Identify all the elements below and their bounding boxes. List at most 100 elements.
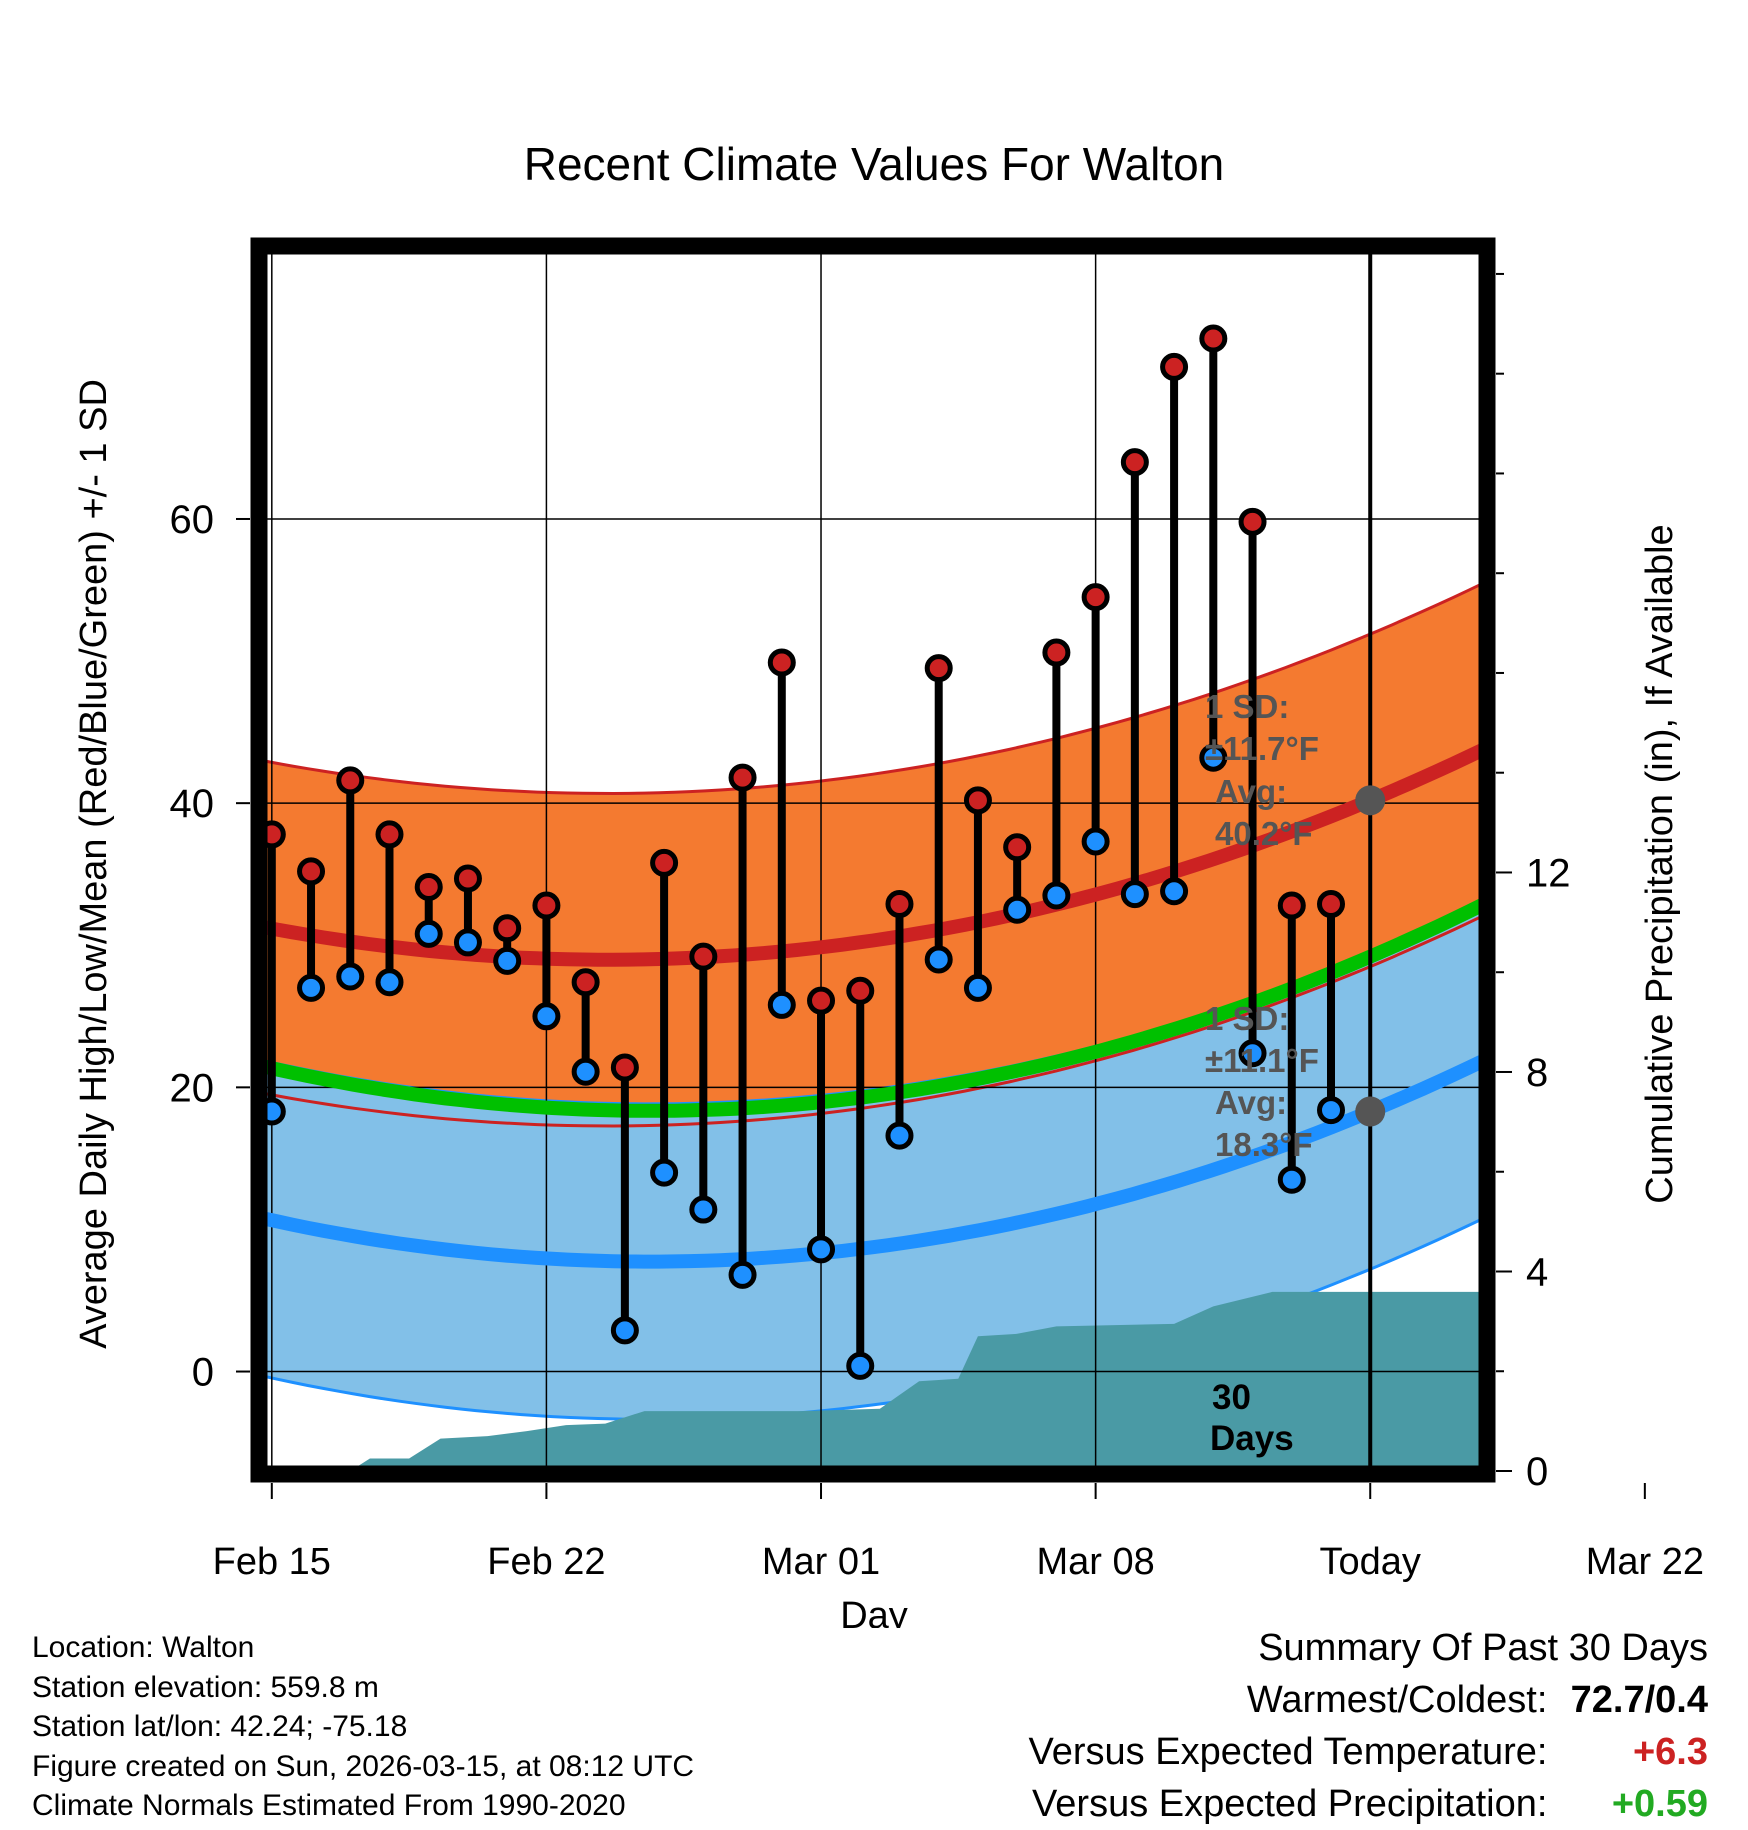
daily-high-point (1238, 507, 1267, 536)
y-tick-label: 40 (170, 782, 215, 826)
daily-low-point (1277, 1165, 1306, 1194)
daily-high-point (924, 654, 953, 683)
summary-title: Summary Of Past 30 Days (1258, 1627, 1708, 1669)
days-word: Days (1210, 1419, 1294, 1458)
daily-high-point (885, 890, 914, 919)
daily-low-point (689, 1195, 718, 1224)
daily-high-point (1003, 833, 1032, 862)
daily-low-point (1317, 1096, 1346, 1125)
daily-low-point (221, 1113, 244, 1136)
precipitation-label: Versus Expected Precipitation: (1032, 1783, 1548, 1825)
daily-high-point (532, 891, 561, 920)
daily-low-point (610, 1316, 639, 1345)
daily-low-point (924, 945, 953, 974)
daily-low-point (375, 968, 404, 997)
y2-tick-label: 8 (1526, 1051, 1548, 1095)
y-tick-label: 20 (170, 1066, 215, 1110)
high-sd-value: ±11.7°F (1205, 730, 1319, 767)
low-avg-label: Avg: (1215, 1084, 1287, 1121)
normal-mean-line (262, 897, 1484, 1118)
daily-high-point (453, 864, 482, 893)
y2-axis-label: Cumulative Precipitation (in), If Availa… (1639, 524, 1681, 1203)
daily-high-point (221, 922, 244, 945)
daily-low-point (414, 919, 443, 948)
x-tick-label: Feb 15 (213, 1541, 331, 1583)
plot-frame (250, 237, 1496, 1483)
temperature-value: +6.3 (1632, 1731, 1708, 1773)
high-sd-upper-edge (262, 581, 1484, 796)
days-count: 30 (1212, 1378, 1251, 1417)
daily-high-point (610, 1053, 639, 1082)
x-tick-label: Mar 01 (762, 1541, 880, 1583)
x-tick-label: Today (1320, 1541, 1421, 1583)
daily-low-point (453, 928, 482, 957)
chart-title: Recent Climate Values For Walton (524, 138, 1225, 190)
today-low-normal-marker (1355, 1096, 1386, 1127)
daily-high-point (1081, 583, 1110, 612)
daily-high-point (807, 986, 836, 1015)
location-text: Location: Walton (32, 1631, 255, 1664)
daily-high-point (650, 848, 679, 877)
warmest-coldest-value: 72.7/0.4 (1570, 1679, 1708, 1721)
x-tick-label: Mar 22 (1586, 1541, 1704, 1583)
y2-tick-label: 0 (1526, 1450, 1548, 1494)
daily-high-point (336, 766, 365, 795)
daily-high-point (1199, 324, 1228, 353)
daily-high-point (689, 942, 718, 971)
y-tick-label: 0 (192, 1351, 214, 1395)
daily-low-point (1042, 881, 1071, 910)
high-sd-lower-edge (262, 914, 1484, 1128)
high-sd-label: 1 SD: (1205, 688, 1289, 725)
daily-high-point (493, 914, 522, 943)
daily-high-point (1120, 448, 1149, 477)
daily-low-point (297, 973, 326, 1002)
daily-low-point (336, 962, 365, 991)
x-tick-label: Mar 08 (1036, 1541, 1154, 1583)
daily-low-point (1120, 880, 1149, 909)
daily-high-point (571, 968, 600, 997)
precipitation-area (262, 1291, 1484, 1471)
normal-low-line (262, 1054, 1484, 1269)
daily-low-point (885, 1121, 914, 1150)
daily-high-point (414, 872, 443, 901)
high-avg-label: Avg: (1215, 773, 1287, 810)
high-sd-band (262, 582, 1484, 1126)
low-sd-label: 1 SD: (1205, 1000, 1289, 1037)
climate-chart: Recent Climate Values For Walton 0204060… (73, 138, 1704, 1628)
daily-low-point (650, 1158, 679, 1187)
y2-tick-label: 12 (1526, 851, 1571, 895)
daily-high-point (1317, 890, 1346, 919)
daily-low-point (532, 1002, 561, 1031)
latlon-text: Station lat/lon: 42.24; -75.18 (32, 1710, 408, 1743)
created-text: Figure created on Sun, 2026-03-15, at 08… (32, 1749, 695, 1783)
y-axis-label: Average Daily High/Low/Mean (Red/Blue/Gr… (73, 379, 115, 1349)
daily-low-point (807, 1235, 836, 1264)
elevation-text: Station elevation: 559.8 m (32, 1670, 379, 1704)
daily-low-point (182, 1207, 205, 1230)
y2-tick-label: 4 (1526, 1250, 1548, 1294)
daily-low-point (767, 990, 796, 1019)
daily-low-point (1081, 827, 1110, 856)
low-sd-value: ±11.1°F (1205, 1042, 1319, 1079)
x-axis-label: Day (840, 1595, 908, 1628)
daily-high-point (1042, 638, 1071, 667)
daily-high-point (1277, 891, 1306, 920)
daily-low-point (1199, 743, 1228, 772)
daily-high-point (375, 820, 404, 849)
daily-high-point (297, 857, 326, 886)
daily-low-point (1238, 1039, 1267, 1068)
warmest-coldest-label: Warmest/Coldest: (1246, 1679, 1548, 1721)
today-high-normal-marker (1355, 785, 1386, 816)
precipitation-value: +0.59 (1611, 1783, 1708, 1825)
daily-high-point (846, 976, 875, 1005)
station-info: Location: Walton Station elevation: 559.… (32, 1628, 694, 1826)
daily-low-point (1160, 877, 1189, 906)
summary-panel: Summary Of Past 30 Days Warmest/Coldest:… (1029, 1622, 1708, 1830)
temperature-row: Versus Expected Temperature: +6.3 (1029, 1726, 1708, 1778)
x-tick-label: Feb 22 (487, 1541, 605, 1583)
daily-low-point (1003, 895, 1032, 924)
daily-high-point (963, 786, 992, 815)
daily-high-point (767, 648, 796, 677)
daily-high-point (182, 1002, 205, 1025)
precipitation-row: Versus Expected Precipitation: +0.59 (1029, 1778, 1708, 1830)
